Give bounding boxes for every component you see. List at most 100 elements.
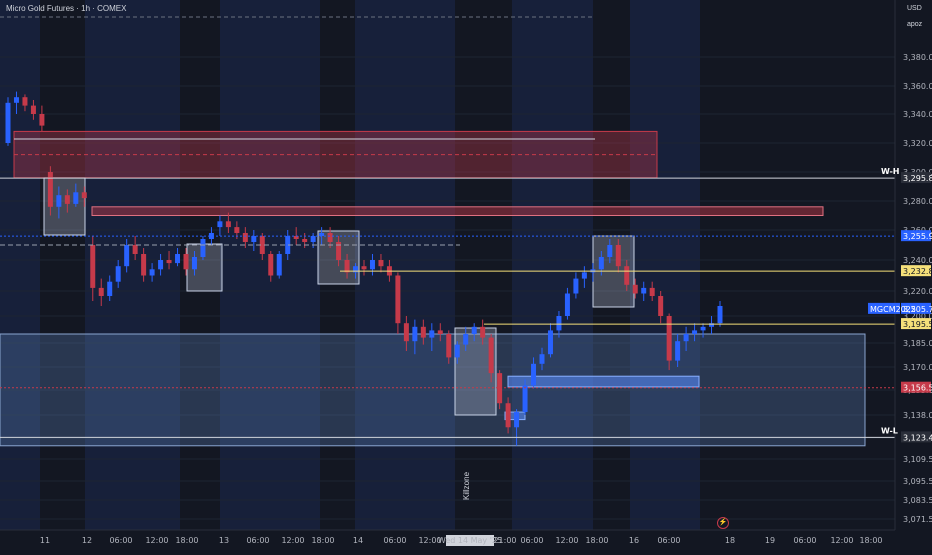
candle-body — [641, 287, 647, 294]
x-tick-label: 12:00 — [830, 536, 853, 545]
symbol-tag: MGCM2025 — [870, 305, 916, 314]
thin-zone — [91, 206, 824, 217]
candle-body — [124, 245, 130, 267]
y-tick-label: 3,200.0 — [903, 312, 932, 321]
x-tick-label: 14 — [353, 536, 363, 545]
x-tick-label: 06:00 — [383, 536, 406, 545]
price-tag-value: 3,255.9 — [903, 232, 932, 241]
candle-body — [302, 239, 308, 242]
candle-body — [344, 260, 350, 273]
y-tick-label: 3,240.0 — [903, 256, 932, 265]
alert-icon[interactable]: ⚡ — [717, 517, 729, 529]
gridlines — [0, 56, 895, 520]
x-tick-label: 12 — [82, 536, 92, 545]
candle-body — [437, 330, 443, 334]
candle-body — [675, 341, 681, 361]
fvg-zone — [507, 375, 700, 388]
x-tick-label: 19 — [765, 536, 775, 545]
candle-body — [649, 287, 655, 296]
x-tick-label: 18 — [725, 536, 735, 545]
price-levels — [0, 16, 895, 438]
candle-body — [378, 260, 384, 267]
candle-body — [412, 326, 418, 342]
price-axis[interactable]: 3,380.03,360.03,340.03,320.03,300.03,280… — [868, 0, 932, 550]
candle-body — [581, 272, 587, 279]
killzone-label: Killzone — [462, 471, 471, 500]
candle-body — [446, 334, 452, 358]
zone-label: W-L — [881, 426, 898, 435]
price-tag-value: 3,295.8 — [903, 174, 932, 183]
candle-body — [98, 287, 104, 296]
candle-body — [514, 412, 520, 428]
candle-body — [90, 245, 96, 288]
candle-body — [285, 236, 291, 254]
price-tag-bg — [901, 431, 931, 443]
user-label: apoz — [907, 21, 923, 28]
candle-body — [276, 254, 282, 276]
y-tick-label: 3,220.0 — [903, 287, 932, 296]
candle-body — [666, 316, 672, 361]
candle-body — [158, 260, 164, 270]
y-tick-label: 3,138.0 — [903, 411, 932, 420]
candlesticks — [5, 91, 723, 446]
candle-body — [463, 334, 469, 345]
zone-label: W-H — [881, 167, 899, 176]
candle-body — [488, 337, 494, 374]
candle-body — [208, 233, 214, 239]
candle-body — [658, 296, 664, 316]
candle-body — [564, 293, 570, 316]
y-tick-label: 3,185.0 — [903, 339, 932, 348]
candle-body — [107, 281, 113, 296]
candle-body — [327, 233, 333, 242]
candle-body — [141, 254, 147, 276]
price-tag-bg — [901, 230, 931, 242]
candle-body — [522, 385, 528, 413]
candle-body — [700, 326, 706, 331]
candle-body — [175, 254, 181, 264]
candle-body — [22, 97, 28, 106]
candle-body — [539, 354, 545, 364]
price-tag-bg — [901, 381, 931, 393]
candle-body — [268, 254, 274, 276]
candle-body — [598, 257, 604, 270]
price-tag-value: 3,123.4 — [903, 433, 932, 442]
price-tag-value: 3,232.8 — [903, 267, 932, 276]
candle-body — [13, 97, 19, 103]
y-tick-label: 3,071.5 — [903, 515, 932, 524]
x-tick-label: 12:00 — [145, 536, 168, 545]
candle-body — [251, 236, 257, 242]
candle-body — [293, 236, 299, 239]
y-tick-label: 3,095.5 — [903, 477, 932, 486]
candle-body — [259, 236, 265, 254]
x-tick-label: 06:00 — [793, 536, 816, 545]
y-tick-label: 3,109.5 — [903, 455, 932, 464]
x-tick-label: 06:00 — [246, 536, 269, 545]
candle-body — [353, 266, 359, 273]
candle-body — [242, 233, 248, 242]
candle-body — [454, 344, 460, 358]
candle-body — [336, 242, 342, 260]
price-tag-bg — [901, 302, 931, 314]
x-tick-label: 12:00 — [418, 536, 441, 545]
chart-title: Micro Gold Futures · 1h · COMEX — [6, 4, 127, 13]
x-tick-label: 12:00 — [281, 536, 304, 545]
x-tick-label: 13 — [219, 536, 229, 545]
candle-body — [547, 330, 553, 355]
candle-body — [319, 233, 325, 236]
candle-body — [73, 192, 79, 204]
price-tag-bg — [901, 318, 931, 330]
candle-body — [191, 257, 197, 270]
y-tick-label: 3,170.0 — [903, 363, 932, 372]
candle-body — [183, 254, 189, 270]
x-tick-label: 21:00 — [493, 536, 516, 545]
x-tick-label: 11 — [40, 536, 50, 545]
time-axis[interactable]: 11 12 06:00 12:00 18:00 13 06:00 12:00 18:00 14 06… — [0, 529, 895, 550]
candle-body — [56, 195, 62, 207]
candle-body — [225, 221, 231, 228]
x-tick-label: 06:00 — [109, 536, 132, 545]
candle-body — [632, 284, 638, 294]
price-tag-bg — [901, 265, 931, 277]
x-tick-label: 06:00 — [520, 536, 543, 545]
